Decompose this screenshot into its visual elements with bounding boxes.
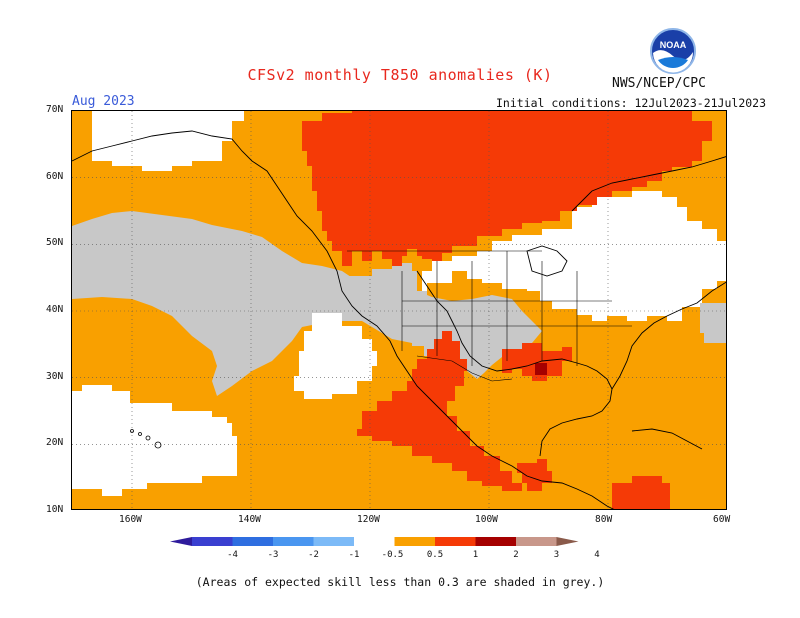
lat-label: 30N <box>46 371 64 382</box>
colorbar-tick-label: 3 <box>554 550 559 560</box>
anomaly-region-warm-canada <box>302 111 712 266</box>
colorbar-arrow-low <box>170 537 192 546</box>
lat-label: 50N <box>46 237 64 248</box>
graticule <box>72 111 726 509</box>
coastlines <box>72 130 726 509</box>
lon-label: 100W <box>475 514 498 525</box>
lon-label: 160W <box>119 514 142 525</box>
anomaly-region-neutral-alaska <box>92 111 244 171</box>
skill-footnote: (Areas of expected skill less than 0.3 a… <box>195 575 605 589</box>
lon-label: 140W <box>238 514 261 525</box>
colorbar-arrow-high <box>556 537 579 546</box>
anomaly-region-neutral-east-conus <box>422 191 726 321</box>
colorbar-tick-label: -2 <box>308 550 319 560</box>
lat-label: 20N <box>46 437 64 448</box>
initial-conditions: Initial conditions: 12Jul2023-21Jul2023 <box>496 96 767 110</box>
colorbar-tick-label: 0.5 <box>427 550 443 560</box>
lon-label: 60W <box>713 514 731 525</box>
anomaly-map-svg <box>72 111 726 509</box>
noaa-logo-icon: NOAA <box>650 28 696 74</box>
lat-label: 60N <box>46 171 64 182</box>
political-borders <box>347 250 632 382</box>
low-skill-region-atlantic <box>700 303 726 343</box>
colorbar-swatch <box>354 537 395 546</box>
lat-label: 40N <box>46 304 64 315</box>
colorbar: -4 -3 -2 -1 -0.5 0.5 1 2 3 4 <box>170 537 600 560</box>
colorbar-swatch <box>313 537 354 546</box>
colorbar-swatch <box>192 537 233 546</box>
colorbar-tick-label: 1 <box>473 550 478 560</box>
colorbar-swatch <box>475 537 516 546</box>
colorbar-tick-label: 4 <box>594 550 599 560</box>
colorbar-swatch <box>435 537 476 546</box>
colorbar-swatch <box>394 537 435 546</box>
colorbar-tick-label: -3 <box>268 550 279 560</box>
colorbar-tick-label: -0.5 <box>382 550 404 560</box>
forecast-month: Aug 2023 <box>72 94 135 109</box>
lon-label: 120W <box>357 514 380 525</box>
logo-text: NOAA <box>660 40 687 50</box>
colorbar-swatch <box>232 537 273 546</box>
anomaly-region-warm-caribbean <box>612 476 670 509</box>
colorbar-swatch <box>516 537 557 546</box>
anomaly-region-neutral-hawaii <box>72 385 237 496</box>
colorbar-tick-label: -1 <box>349 550 360 560</box>
colorbar-tick-label: -4 <box>227 550 238 560</box>
anomaly-map <box>71 110 727 510</box>
anomaly-region-hot-gulf <box>535 363 547 375</box>
colorbar-swatch <box>273 537 314 546</box>
map-title: CFSv2 monthly T850 anomalies (K) <box>247 66 553 84</box>
anomaly-region-warm-gulf <box>502 343 572 381</box>
lon-label: 80W <box>595 514 613 525</box>
colorbar-tick-label: 2 <box>513 550 518 560</box>
anomaly-region-warm-mexico <box>357 331 522 491</box>
low-skill-region-pacific <box>72 211 542 396</box>
hawaii-islands <box>130 429 162 449</box>
agency-label: NWS/NCEP/CPC <box>612 76 706 91</box>
lat-label: 70N <box>46 104 64 115</box>
lat-label: 10N <box>46 504 64 515</box>
anomaly-region-warm-central-america <box>517 459 552 491</box>
